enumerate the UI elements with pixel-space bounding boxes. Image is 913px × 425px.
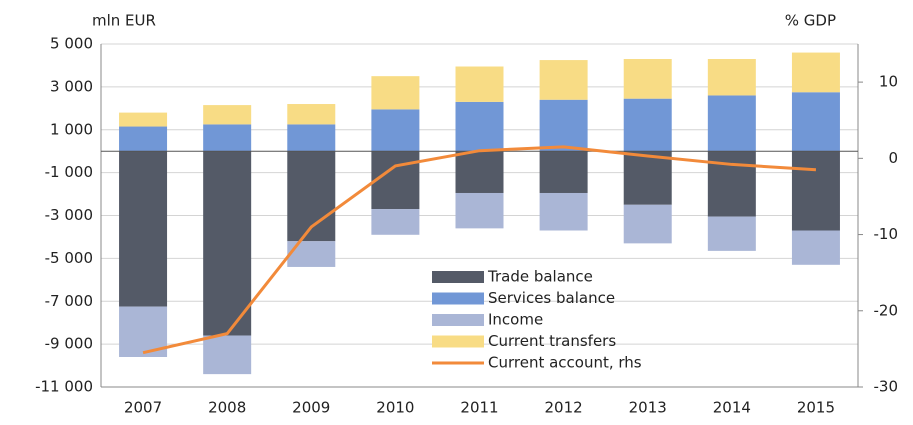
bar bbox=[203, 151, 252, 336]
bar bbox=[791, 151, 840, 231]
bar bbox=[371, 76, 420, 110]
y-axis-label: mln EUR bbox=[92, 12, 156, 30]
bar bbox=[707, 151, 756, 217]
y-tick-label: -9 000 bbox=[45, 335, 93, 353]
bar bbox=[791, 92, 840, 152]
legend-label: Services balance bbox=[488, 289, 615, 307]
bar bbox=[455, 192, 504, 229]
y-tick-label: -5 000 bbox=[45, 249, 93, 267]
bar bbox=[455, 151, 504, 193]
bar bbox=[791, 52, 840, 93]
y-tick-label: 3 000 bbox=[50, 77, 93, 95]
x-tick-label: 2012 bbox=[545, 399, 583, 417]
bar bbox=[707, 59, 756, 96]
legend-label: Trade balance bbox=[487, 268, 593, 286]
legend-swatch bbox=[432, 314, 484, 326]
bar bbox=[623, 151, 672, 205]
bar bbox=[539, 192, 588, 231]
x-tick-label: 2008 bbox=[208, 399, 246, 417]
x-tick-label: 2009 bbox=[292, 399, 330, 417]
bar bbox=[203, 335, 252, 375]
y2-tick-label: 0 bbox=[888, 149, 898, 167]
bar bbox=[539, 151, 588, 193]
legend-label: Current transfers bbox=[488, 332, 616, 350]
legend-label: Income bbox=[488, 311, 543, 329]
bar bbox=[119, 151, 168, 307]
x-tick-label: 2010 bbox=[376, 399, 414, 417]
bar bbox=[707, 95, 756, 152]
bar bbox=[371, 151, 420, 210]
y-tick-label: 5 000 bbox=[50, 35, 93, 53]
y-tick-label: -7 000 bbox=[45, 292, 93, 310]
x-tick-label: 2015 bbox=[797, 399, 835, 417]
bar bbox=[119, 112, 168, 127]
legend-swatch bbox=[432, 335, 484, 348]
bar bbox=[371, 209, 420, 235]
x-tick-label: 2007 bbox=[124, 399, 162, 417]
bar bbox=[539, 60, 588, 100]
legend-swatch bbox=[432, 292, 484, 305]
y2-tick-label: -30 bbox=[874, 378, 899, 396]
y-tick-label: -3 000 bbox=[45, 206, 93, 224]
y2-tick-label: -20 bbox=[874, 301, 899, 319]
bar bbox=[455, 101, 504, 152]
y2-tick-label: 10 bbox=[879, 73, 898, 91]
y-tick-label: 1 000 bbox=[50, 120, 93, 138]
bar bbox=[623, 204, 672, 244]
bar bbox=[371, 109, 420, 152]
legend-label: Current account, rhs bbox=[488, 354, 642, 372]
line bbox=[142, 145, 817, 355]
y2-tick-label: -10 bbox=[874, 225, 899, 243]
bar bbox=[287, 104, 336, 125]
bar bbox=[119, 126, 168, 152]
bar bbox=[623, 98, 672, 152]
bar bbox=[203, 124, 252, 152]
x-tick-label: 2013 bbox=[629, 399, 667, 417]
bar bbox=[623, 59, 672, 99]
bar bbox=[707, 216, 756, 251]
x-tick-label: 2014 bbox=[713, 399, 751, 417]
bar bbox=[455, 66, 504, 102]
y2-axis-label: % GDP bbox=[785, 12, 836, 30]
bar bbox=[791, 230, 840, 265]
y-tick-label: -11 000 bbox=[35, 378, 93, 396]
bar bbox=[287, 241, 336, 267]
y-tick-label: -1 000 bbox=[45, 163, 93, 181]
bar bbox=[287, 124, 336, 152]
legend-swatch bbox=[432, 271, 484, 283]
bar bbox=[539, 99, 588, 152]
bar bbox=[203, 105, 252, 125]
x-tick-label: 2011 bbox=[460, 399, 498, 417]
